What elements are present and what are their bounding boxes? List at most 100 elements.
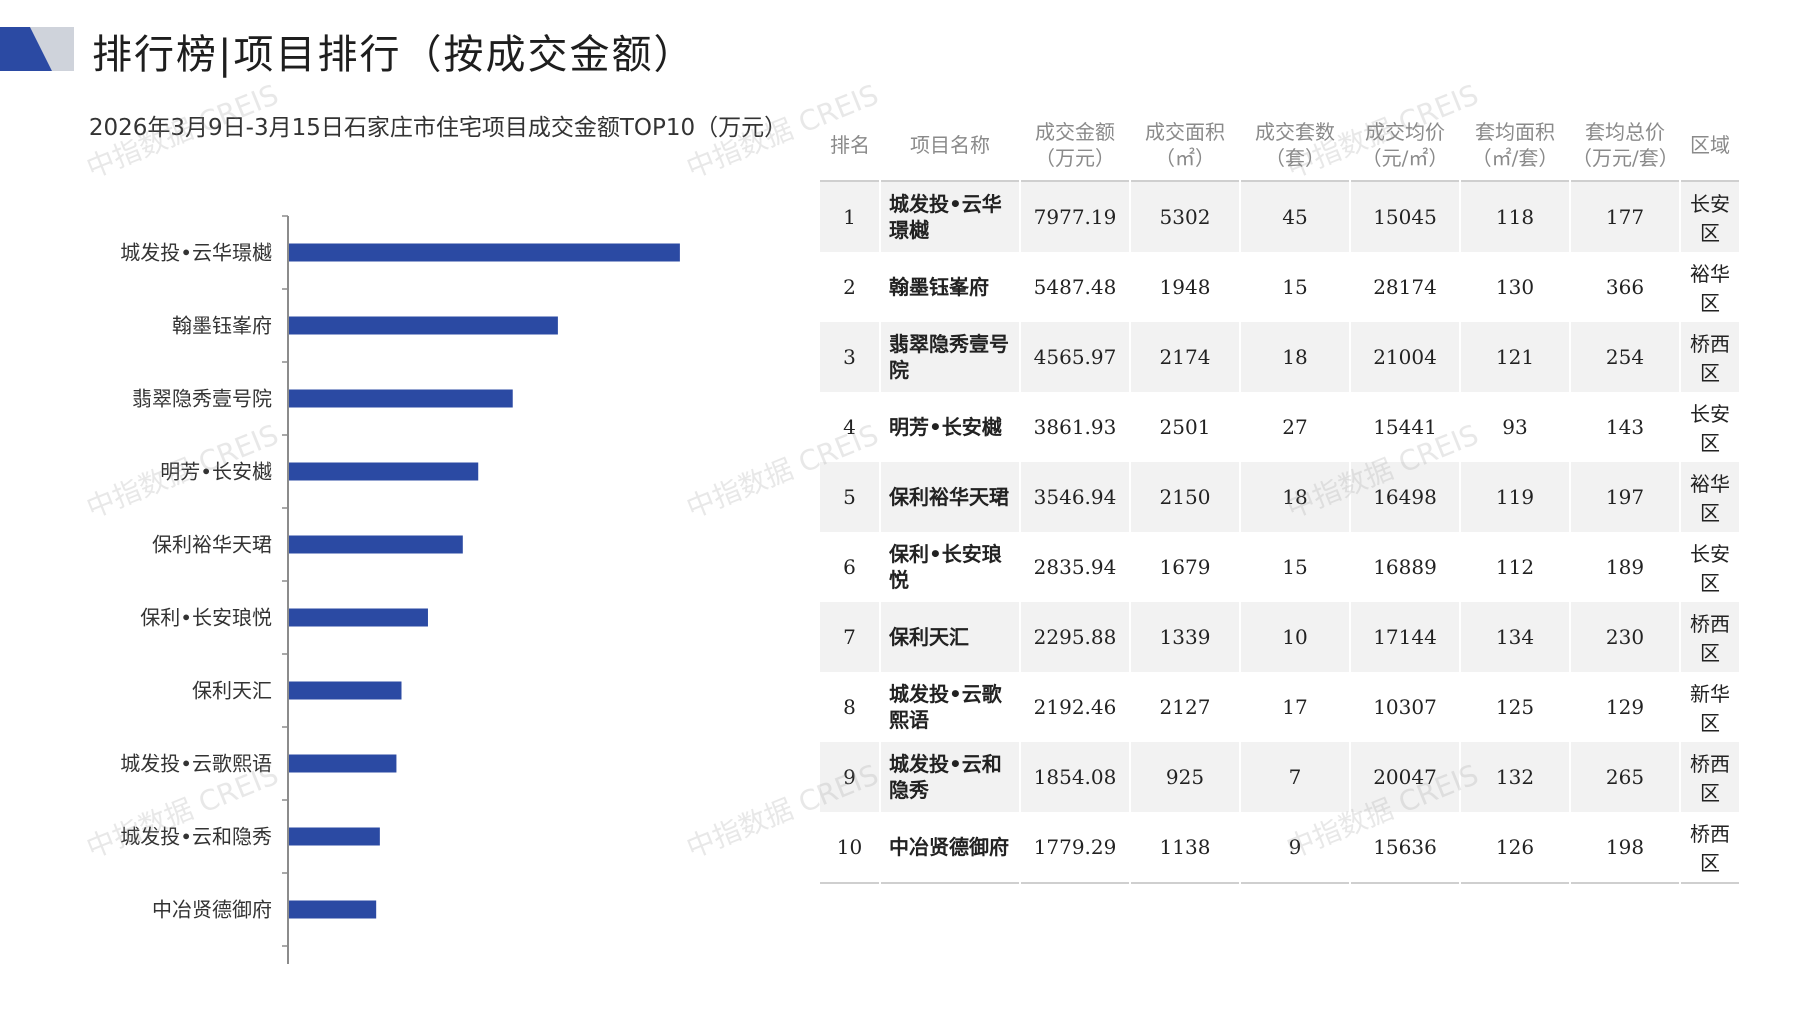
table-cell: 4 [820, 392, 881, 462]
table-cell: 15 [1240, 252, 1351, 322]
table-cell: 9 [1240, 812, 1351, 883]
logo-icon [0, 27, 74, 71]
table-cell: 118 [1460, 181, 1571, 252]
column-header-line1: 成交套数 [1255, 120, 1335, 144]
table-cell: 2295.88 [1020, 602, 1131, 672]
table-cell: 1339 [1130, 602, 1241, 672]
table-cell: 7 [820, 602, 881, 672]
table-header-row: 排名 项目名称 成交金额 （万元） 成交面积 （㎡） 成交套数 （套） 成交均价 （元/㎡） 套均面… [820, 110, 1740, 181]
category-label: 明芳•长安樾 [160, 460, 272, 484]
table-cell: 130 [1460, 252, 1571, 322]
table-cell: 长安区 [1680, 181, 1741, 252]
table-cell: 189 [1570, 532, 1681, 602]
table-cell: 5302 [1130, 181, 1241, 252]
project-name-cell: 明芳•长安樾 [880, 392, 1021, 462]
table-cell: 27 [1240, 392, 1351, 462]
table-cell: 28174 [1350, 252, 1461, 322]
table-cell: 新华区 [1680, 672, 1741, 742]
table-cell: 10 [820, 812, 881, 883]
category-label: 翡翠隐秀壹号院 [132, 387, 272, 411]
project-name-cell: 城发投•云歌熙语 [880, 672, 1021, 742]
column-header: 套均面积 （㎡/套） [1460, 110, 1570, 181]
bar [289, 681, 402, 700]
table-cell: 3546.94 [1020, 462, 1131, 532]
project-name-cell: 中冶贤德御府 [880, 812, 1021, 883]
table-cell: 1854.08 [1020, 742, 1131, 812]
column-header-line2: （元/㎡） [1361, 146, 1449, 170]
table-cell: 254 [1570, 322, 1681, 392]
bar [289, 243, 680, 262]
column-header: 成交面积 （㎡） [1130, 110, 1240, 181]
table-cell: 15045 [1350, 181, 1461, 252]
table-cell: 129 [1570, 672, 1681, 742]
table-row: 4 明芳•长安樾 3861.93 2501 27 15441 93 143 长安区 [820, 392, 1741, 462]
bar-chart: 城发投•云华璟樾翰墨钰峯府翡翠隐秀壹号院明芳•长安樾保利裕华天珺保利•长安琅悦保… [120, 215, 680, 964]
table-cell: 1948 [1130, 252, 1241, 322]
table-row: 1 城发投•云华璟樾 7977.19 5302 45 15045 118 177 长安区 [820, 181, 1741, 252]
table-cell: 15 [1240, 532, 1351, 602]
table-cell: 桥西区 [1680, 812, 1741, 883]
table-cell: 2150 [1130, 462, 1241, 532]
project-name-cell: 保利裕华天珺 [880, 462, 1021, 532]
table-cell: 3861.93 [1020, 392, 1131, 462]
table-row: 5 保利裕华天珺 3546.94 2150 18 16498 119 197 裕华区 [820, 462, 1741, 532]
table-cell: 长安区 [1680, 532, 1741, 602]
table-body: 1 城发投•云华璟樾 7977.19 5302 45 15045 118 177 长安区 2 翰墨钰… [820, 181, 1741, 883]
table-cell: 134 [1460, 602, 1571, 672]
table-cell: 112 [1460, 532, 1571, 602]
table-cell: 93 [1460, 392, 1571, 462]
table-cell: 132 [1460, 742, 1571, 812]
column-header-line1: 排名 [830, 133, 870, 157]
table-cell: 15636 [1350, 812, 1461, 883]
category-label: 保利•长安琅悦 [140, 606, 272, 630]
table-cell: 5487.48 [1020, 252, 1131, 322]
table-cell: 桥西区 [1680, 602, 1741, 672]
table-cell: 119 [1460, 462, 1571, 532]
bar [289, 608, 428, 627]
table-cell: 126 [1460, 812, 1571, 883]
column-header-line1: 套均面积 [1475, 120, 1555, 144]
category-label: 保利天汇 [192, 679, 272, 703]
table-cell: 3 [820, 322, 881, 392]
table-cell: 230 [1570, 602, 1681, 672]
table-cell: 17 [1240, 672, 1351, 742]
table-row: 7 保利天汇 2295.88 1339 10 17144 134 230 桥西区 [820, 602, 1741, 672]
table-cell: 125 [1460, 672, 1571, 742]
table-cell: 裕华区 [1680, 252, 1741, 322]
project-name-cell: 保利天汇 [880, 602, 1021, 672]
table-cell: 177 [1570, 181, 1681, 252]
bar [289, 389, 513, 408]
table-cell: 18 [1240, 322, 1351, 392]
table-cell: 121 [1460, 322, 1571, 392]
column-header: 套均总价 （万元/套） [1570, 110, 1680, 181]
table-row: 3 翡翠隐秀壹号院 4565.97 2174 18 21004 121 254 桥西区 [820, 322, 1741, 392]
table-cell: 8 [820, 672, 881, 742]
table-cell: 2174 [1130, 322, 1241, 392]
bar [289, 827, 380, 846]
table-cell: 2501 [1130, 392, 1241, 462]
ranking-table: 排名 项目名称 成交金额 （万元） 成交面积 （㎡） 成交套数 （套） 成交均价 （元/㎡） 套均面… [820, 110, 1741, 884]
column-header-line2: （万元） [1035, 146, 1115, 170]
ranking-table-container: 排名 项目名称 成交金额 （万元） 成交面积 （㎡） 成交套数 （套） 成交均价 （元/㎡） 套均面… [820, 110, 1741, 884]
table-cell: 20047 [1350, 742, 1461, 812]
bar [289, 462, 479, 481]
table-row: 6 保利•长安琅悦 2835.94 1679 15 16889 112 189 长安区 [820, 532, 1741, 602]
project-name-cell: 翰墨钰峯府 [880, 252, 1021, 322]
category-label: 城发投•云华璟樾 [120, 241, 272, 265]
table-cell: 2192.46 [1020, 672, 1131, 742]
table-cell: 10 [1240, 602, 1351, 672]
table-cell: 2835.94 [1020, 532, 1131, 602]
table-cell: 1679 [1130, 532, 1241, 602]
table-cell: 7 [1240, 742, 1351, 812]
column-header-line1: 成交均价 [1365, 120, 1445, 144]
column-header-line2: （㎡/套） [1471, 146, 1559, 170]
column-header-line1: 套均总价 [1585, 120, 1665, 144]
project-name-cell: 城发投•云华璟樾 [880, 181, 1021, 252]
table-cell: 7977.19 [1020, 181, 1131, 252]
table-cell: 16498 [1350, 462, 1461, 532]
table-cell: 1779.29 [1020, 812, 1131, 883]
table-cell: 16889 [1350, 532, 1461, 602]
column-header-line1: 区域 [1690, 133, 1730, 157]
column-header-line1: 成交面积 [1145, 120, 1225, 144]
column-header: 成交金额 （万元） [1020, 110, 1130, 181]
